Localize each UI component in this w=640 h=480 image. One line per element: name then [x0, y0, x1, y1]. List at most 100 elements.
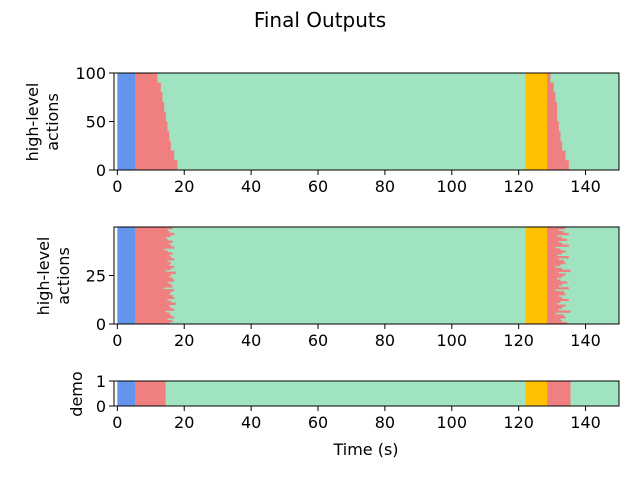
- row-left-35: [135, 294, 173, 298]
- x-tick-label: 80: [375, 177, 395, 196]
- plot-top-marks: [117, 73, 619, 171]
- row-right-38: [547, 300, 561, 304]
- row-right-7: [547, 240, 559, 243]
- row-phase_b-1: [135, 82, 161, 93]
- row-right-13: [547, 252, 563, 255]
- row-left-25: [135, 275, 170, 278]
- row-right-41: [547, 306, 563, 309]
- row-left-43: [135, 310, 166, 313]
- plot-bottom-ticks: 0 20 40 60 80 100 120 140 0 1: [96, 372, 601, 432]
- plot-top: 0 20 40 60 80 100 120 140 0 50 100 high-level acti…: [23, 64, 620, 196]
- x-tick-label: 60: [308, 331, 328, 350]
- row-left-19: [135, 263, 170, 267]
- row-right-17: [547, 259, 564, 263]
- x-tick-label: 120: [503, 177, 534, 196]
- row-left-31: [135, 287, 165, 290]
- figure-title: Final Outputs: [254, 8, 386, 32]
- row-left-13: [135, 252, 173, 255]
- x-tick-label: 80: [375, 331, 395, 350]
- plot-top-ylabel-line2: actions: [43, 93, 62, 151]
- row-right-40: [547, 304, 566, 307]
- row-phase_b-6: [135, 131, 170, 142]
- segment-phase_a-0: [117, 73, 136, 171]
- plot-bottom-frame: [113, 380, 620, 407]
- row-phase_b-11: [547, 82, 554, 93]
- row-phase_b-16: [547, 131, 561, 142]
- row-right-16: [547, 258, 559, 261]
- row-right-30: [547, 285, 559, 288]
- row-right-29: [547, 283, 563, 286]
- row-phase_b-7: [135, 140, 171, 151]
- row-phase_b-13: [547, 102, 558, 113]
- row-left-29: [135, 283, 171, 286]
- x-tick-label: 40: [241, 331, 261, 350]
- plot-middle-ylabel-line1: high-level: [34, 237, 53, 316]
- row-right-24: [547, 273, 566, 276]
- row-right-22: [547, 269, 571, 273]
- row-right-6: [547, 238, 568, 241]
- row-right-34: [547, 292, 566, 296]
- row-left-34: [135, 292, 170, 296]
- row-left-47: [135, 318, 168, 321]
- y-tick-label: 50: [86, 113, 106, 132]
- row-left-48: [135, 320, 173, 323]
- row-right-18: [547, 261, 566, 265]
- row-left-8: [135, 242, 170, 245]
- row-right-31: [547, 287, 569, 290]
- x-tick-label: 140: [570, 331, 601, 350]
- y-tick-label: 100: [75, 64, 106, 83]
- x-tick-label: 100: [437, 413, 468, 432]
- row-right-35: [547, 294, 559, 298]
- row-right-45: [547, 314, 564, 317]
- segment-phase_c-5: [570, 381, 619, 407]
- row-right-4: [547, 234, 558, 238]
- x-tick-label: 20: [174, 177, 194, 196]
- plot-top-ticks: 0 20 40 60 80 100 120 140 0 50 100: [75, 64, 600, 196]
- plot-middle-ylabel-line2: actions: [54, 247, 73, 305]
- row-phase_b-3: [135, 102, 165, 113]
- row-right-10: [547, 246, 556, 249]
- row-right-43: [547, 310, 571, 313]
- row-right-27: [547, 279, 561, 282]
- row-left-21: [135, 267, 171, 271]
- y-tick-label: 0: [96, 315, 106, 334]
- row-right-5: [547, 236, 563, 240]
- plot-middle-marks: [117, 227, 619, 325]
- x-tick-label: 0: [112, 413, 122, 432]
- row-left-36: [135, 296, 175, 300]
- row-left-11: [135, 248, 165, 251]
- row-phase_b-19: [547, 160, 569, 171]
- row-right-3: [547, 232, 569, 236]
- row-right-33: [547, 291, 564, 294]
- plot-middle-ticks: 0 20 40 60 80 100 120 140 0 25: [86, 267, 601, 351]
- segment-phase_a-0: [117, 381, 136, 407]
- row-left-24: [135, 273, 171, 276]
- row-right-23: [547, 271, 559, 274]
- segment-phase_d-2: [525, 73, 548, 171]
- row-left-37: [135, 298, 168, 302]
- row-right-15: [547, 256, 569, 259]
- row-left-44: [135, 312, 170, 315]
- row-left-32: [135, 289, 175, 292]
- row-left-49: [135, 322, 170, 325]
- row-right-0: [547, 227, 566, 230]
- segment-phase_c-1: [135, 73, 526, 171]
- segment-phase_d-3: [525, 381, 548, 407]
- row-right-2: [547, 230, 564, 234]
- segment-phase_c-1: [135, 227, 526, 325]
- row-left-0: [135, 227, 173, 230]
- row-left-2: [135, 230, 170, 234]
- row-left-22: [135, 269, 166, 273]
- row-phase_b-2: [135, 92, 163, 103]
- row-left-17: [135, 259, 168, 263]
- row-left-9: [135, 244, 171, 247]
- row-left-40: [135, 304, 170, 307]
- row-left-3: [135, 232, 175, 236]
- row-right-21: [547, 267, 563, 271]
- row-right-20: [547, 265, 556, 269]
- y-tick-label: 25: [86, 267, 106, 286]
- row-left-28: [135, 281, 168, 284]
- y-tick-label: 0: [96, 161, 106, 180]
- row-left-10: [135, 246, 175, 249]
